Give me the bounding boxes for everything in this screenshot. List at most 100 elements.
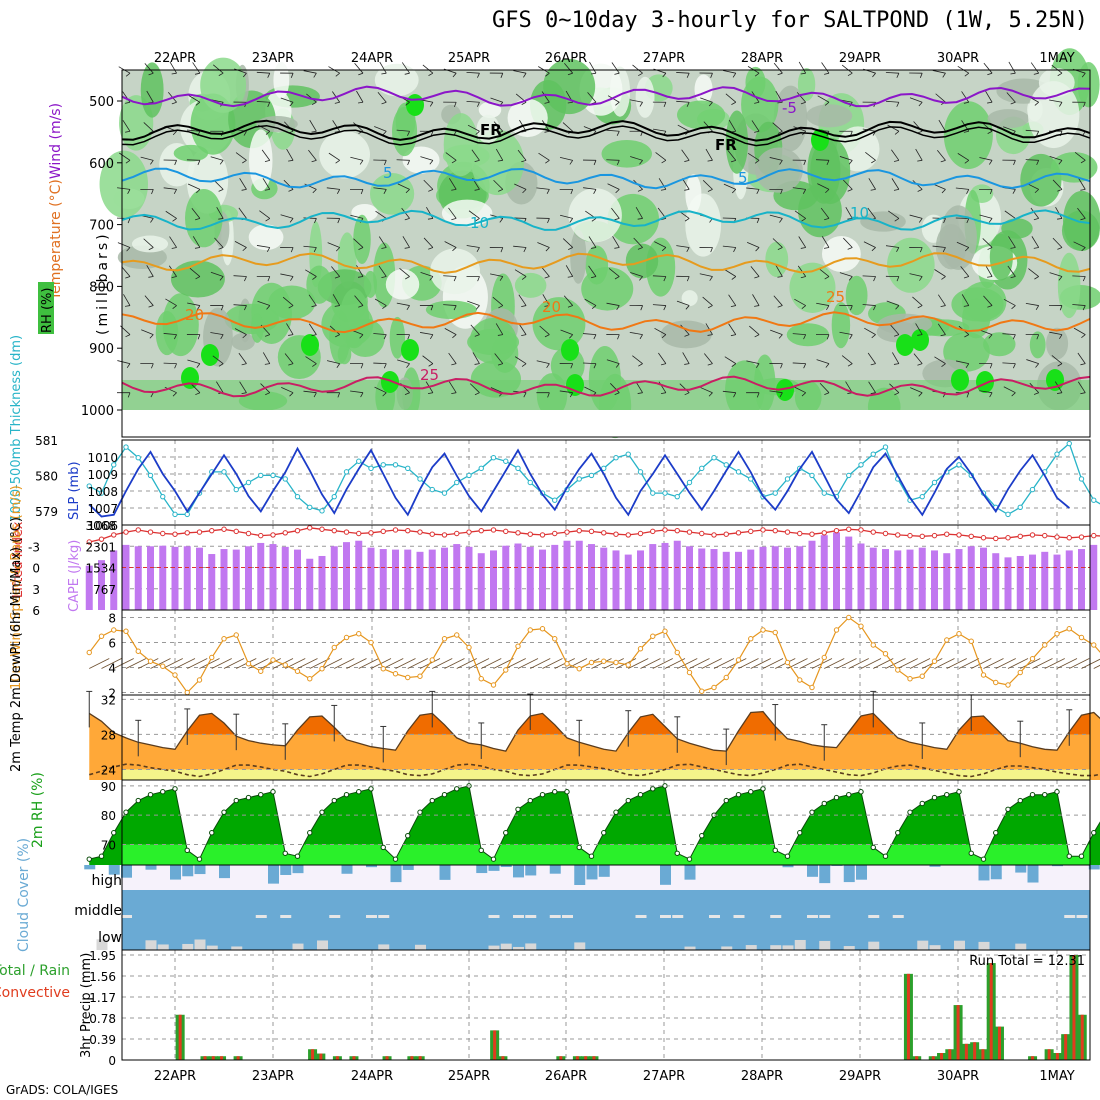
wind-barb (606, 159, 620, 161)
wind-barb (1058, 276, 1063, 281)
li-point (1005, 535, 1011, 541)
wind-barb (497, 130, 503, 134)
isotherm-25 (121, 375, 1091, 398)
wind-barb (547, 218, 550, 224)
li-point (735, 530, 742, 536)
wind-barb (985, 265, 993, 277)
wind-speed-point (111, 627, 117, 633)
wind-barb (658, 178, 667, 190)
surface-wind-barb (346, 658, 367, 669)
cape-bar (918, 547, 926, 610)
isotherm-0 (121, 119, 1091, 142)
wind-barb (847, 218, 853, 220)
wind-barb (311, 130, 317, 133)
surface-wind-barb (542, 658, 563, 669)
li-point (944, 531, 950, 537)
wind-barb (313, 247, 317, 253)
wind-barb (267, 73, 271, 78)
wind-barb (474, 334, 480, 337)
wind-barb (148, 247, 154, 251)
wind-barb (382, 305, 387, 309)
wind-barb (521, 334, 527, 337)
wind-barb (545, 160, 550, 164)
thickness-point (735, 469, 742, 475)
high-cloud-bar (108, 865, 120, 875)
wind-barb (493, 121, 504, 132)
wind-barb (583, 126, 597, 132)
wind-barb (769, 157, 783, 161)
low-cloud-bar (525, 943, 537, 950)
wind-barb (358, 247, 364, 251)
wind-barb (328, 152, 340, 161)
wind-barb (824, 218, 830, 221)
wind-barb (803, 160, 807, 166)
wind-barb (332, 120, 341, 132)
wind-barb (892, 352, 900, 364)
wind-barb (870, 188, 876, 191)
thickness-point (601, 465, 607, 472)
high-cloud-bar (684, 865, 696, 880)
wind-barb (871, 159, 876, 164)
upper-air-ylabel: Temperature (°C)Wind (m/s) (48, 103, 64, 301)
wind-barb (909, 214, 923, 219)
wind-barb (940, 334, 946, 337)
wind-speed-point (1078, 634, 1085, 641)
wind-barb (677, 124, 690, 132)
li-point (160, 530, 166, 537)
rh-point (196, 856, 203, 862)
wind-barb (148, 305, 154, 308)
wind-barb (514, 269, 527, 277)
li-point (576, 527, 582, 534)
wind-barb (544, 276, 550, 279)
rh-point (833, 794, 840, 801)
wind-barb (1081, 334, 1086, 339)
li-point (1078, 534, 1085, 540)
surface-wind-barb (468, 658, 490, 669)
wind-barb (800, 247, 806, 249)
thickness-point (123, 444, 129, 450)
wind-barb (423, 237, 434, 248)
wind-barb (724, 356, 737, 364)
precip-frame (121, 949, 1091, 1061)
wind-speed-point (86, 649, 92, 656)
li-tick-label: -3 (28, 540, 40, 554)
wind-barb (825, 189, 830, 194)
thickness-tick-label: 581 (35, 434, 58, 448)
rh-patch (677, 100, 726, 130)
wind-barb (493, 179, 504, 190)
wind-barb (544, 305, 550, 307)
wind-speed-point (1054, 631, 1060, 637)
li-point (821, 530, 827, 536)
precip-tick-label: 1.17 (89, 991, 116, 1005)
wind-barb (401, 62, 410, 74)
wind-barb (308, 294, 317, 306)
rh-point (760, 786, 766, 792)
cape-bar (159, 545, 167, 610)
wind-barb (1081, 247, 1086, 252)
wind-barb (212, 355, 224, 364)
surface-wind-barb (432, 658, 453, 669)
wind-speed-point (160, 663, 166, 669)
slp-ylabel: SLP (mb) (67, 461, 82, 520)
wind-barb (893, 159, 899, 162)
wind-speed-point (319, 666, 325, 672)
li-point (417, 529, 423, 535)
li-point (968, 533, 974, 540)
wind-barb (617, 334, 620, 340)
surface-wind-barb (1044, 658, 1065, 669)
wind-barb (174, 363, 177, 369)
slp-tick-label: 1008 (87, 485, 118, 499)
wind-barb (474, 188, 480, 191)
wind-barb (149, 334, 154, 339)
surface-wind-barb (848, 658, 869, 669)
wind-barb (632, 64, 643, 74)
wind-barb (495, 323, 504, 335)
wind-barb (865, 152, 876, 161)
wind-barb (630, 156, 643, 161)
wind-barb (498, 305, 503, 309)
cape-bar (637, 550, 644, 610)
wind-barb (453, 305, 457, 311)
temp-tick-label: 24 (101, 763, 116, 777)
rh-patch (467, 328, 520, 356)
wind-barb (663, 305, 667, 311)
